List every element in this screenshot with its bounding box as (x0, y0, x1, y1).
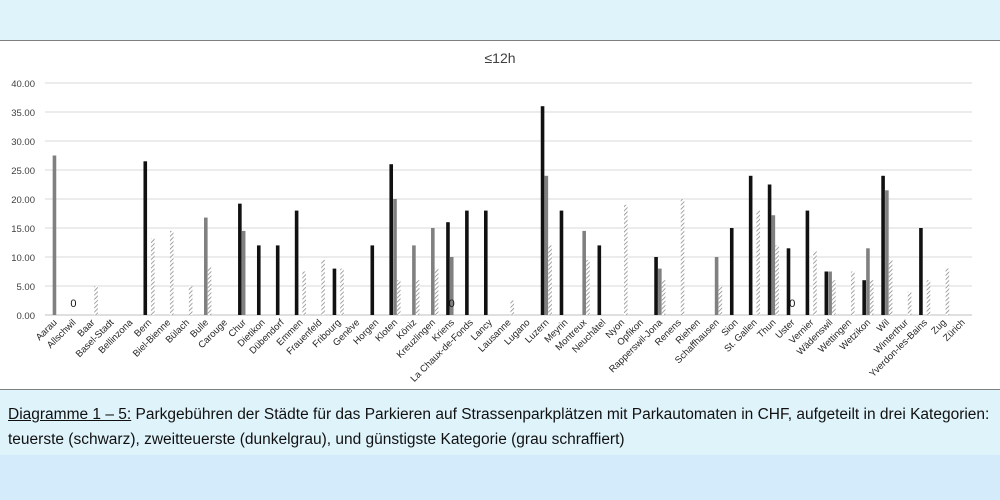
y-tick-label: 30.00 (11, 137, 35, 148)
y-tick-label: 0.00 (17, 311, 36, 322)
bar-second (449, 257, 454, 315)
bar-cheapest (548, 245, 552, 315)
bar-second (393, 199, 397, 315)
bar-cheapest (151, 238, 155, 315)
bar-cheapest (340, 268, 344, 315)
bar-cheapest (396, 280, 401, 315)
bar-expensive (559, 210, 564, 315)
bar-expensive (238, 203, 242, 315)
zero-value-label: 0 (70, 298, 76, 310)
y-tick-label: 20.00 (11, 195, 35, 206)
bar-expensive (465, 210, 469, 315)
bar-expensive (275, 245, 280, 315)
bar-expensive (654, 257, 658, 315)
y-tick-label: 35.00 (11, 108, 35, 119)
bar-second (52, 155, 57, 315)
bar-cheapest (851, 271, 855, 315)
caption-text: Parkgebühren der Städte für das Parkiere… (8, 406, 990, 448)
y-tick-label: 25.00 (11, 166, 35, 177)
bar-expensive (881, 175, 885, 315)
bar-expensive (540, 106, 545, 315)
y-tick-label: 10.00 (11, 253, 35, 264)
bar-second (204, 217, 208, 315)
bar-expensive (824, 271, 829, 315)
bottom-band (0, 455, 1000, 500)
bar-cheapest (926, 280, 931, 315)
bar-expensive (748, 175, 753, 315)
bar-cheapest (623, 204, 628, 315)
bar-expensive (389, 164, 394, 315)
bar-second (431, 228, 435, 315)
bar-cheapest (510, 300, 515, 315)
bar-cheapest (321, 259, 325, 315)
bar-expensive (294, 210, 299, 315)
caption-label: Diagramme 1 – 5: (8, 406, 132, 423)
bar-expensive (143, 161, 148, 315)
bar-expensive (332, 268, 337, 315)
bar-second (714, 257, 719, 315)
bar-cheapest (813, 251, 817, 315)
bar-expensive (786, 248, 791, 315)
bar-cheapest (718, 286, 723, 315)
bar-second (544, 175, 549, 315)
bar-cheapest (775, 245, 779, 315)
bar-cheapest (94, 286, 98, 315)
bar-second (866, 248, 870, 315)
bar-expensive (446, 222, 450, 315)
bar-second (658, 268, 662, 315)
bar-cheapest (415, 280, 420, 315)
bar-second (582, 230, 586, 315)
y-tick-label: 5.00 (17, 282, 36, 293)
bar-second (241, 230, 246, 315)
chart-area: 0.00 5.00 10.00 15.00 20.00 25.00 30.00 35.00 40… (0, 40, 1000, 390)
bar-second (828, 271, 832, 315)
bar-cheapest (869, 280, 874, 315)
bar-cheapest (680, 199, 685, 315)
bar-cheapest (945, 268, 950, 315)
bar-expensive (484, 210, 488, 315)
bar-chart: 0.00 5.00 10.00 15.00 20.00 25.00 30.00 35.00 40… (11, 50, 972, 384)
bar-cheapest (907, 291, 912, 315)
x-tick-label: Thun (755, 317, 778, 340)
bar-expensive (919, 228, 923, 315)
bar-expensive (256, 245, 261, 315)
zero-value-label: 0 (789, 298, 795, 310)
bar-expensive (862, 280, 866, 315)
bar-cheapest (434, 268, 439, 315)
bar-second (885, 190, 889, 315)
bar-cheapest (207, 267, 212, 315)
bar-second (412, 245, 416, 315)
bar-expensive (370, 245, 375, 315)
bar-second (771, 215, 776, 315)
figure-caption: Diagramme 1 – 5: Parkgebühren der Städte… (8, 402, 993, 452)
bar-cheapest (586, 259, 590, 315)
bar-cheapest (188, 286, 193, 315)
bar-cheapest (756, 210, 761, 315)
bar-cheapest (302, 271, 306, 315)
bar-cheapest (888, 259, 893, 315)
x-tick-label: Zürich (941, 317, 967, 343)
y-tick-label: 15.00 (11, 224, 35, 235)
bar-cheapest (169, 230, 174, 315)
bar-expensive (729, 228, 734, 315)
y-tick-label: 40.00 (11, 79, 35, 90)
bar-expensive (805, 210, 810, 315)
bar-expensive (597, 245, 602, 315)
bar-cheapest (832, 280, 836, 315)
zero-value-label: 0 (449, 298, 455, 310)
chart-title: ≤12h (484, 50, 515, 66)
bar-expensive (767, 184, 772, 315)
bar-cheapest (661, 280, 666, 315)
